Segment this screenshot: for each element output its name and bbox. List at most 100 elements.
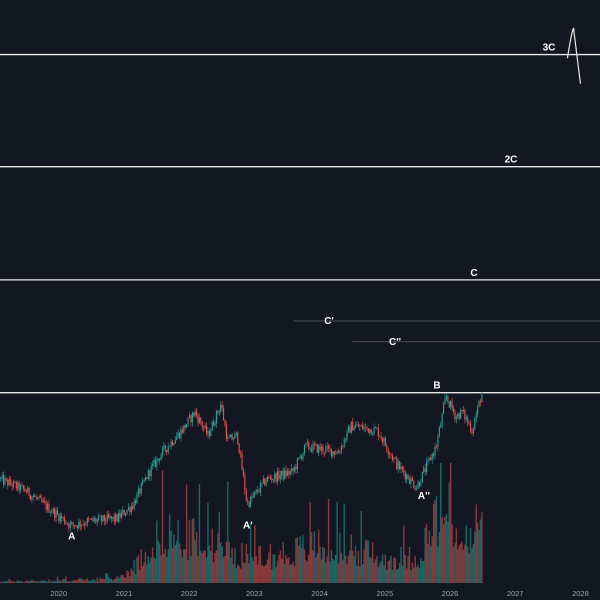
volume-bar	[431, 536, 433, 583]
volume-bar	[340, 552, 343, 583]
volume-bar	[160, 555, 162, 583]
volume-bar	[249, 523, 252, 583]
volume-bar	[56, 576, 59, 583]
volume-bar	[293, 566, 296, 583]
volume-bar	[79, 578, 81, 583]
volume-bar	[350, 534, 353, 583]
candle-body	[193, 412, 195, 416]
candle-body	[425, 461, 428, 473]
volume-bar	[364, 539, 367, 583]
candle-body	[180, 429, 182, 439]
candle-body	[56, 510, 59, 515]
volume-bar	[371, 542, 374, 583]
volume-bar	[212, 562, 215, 583]
candle-body	[454, 411, 456, 420]
volume-bar	[114, 578, 117, 583]
candle-body	[99, 515, 101, 517]
volume-bar	[113, 579, 115, 583]
volume-bar	[367, 540, 370, 583]
candle-body	[448, 401, 450, 407]
candle-body	[86, 518, 88, 525]
candle-body	[278, 471, 280, 480]
candle-body	[346, 430, 348, 440]
candle-body	[468, 423, 470, 424]
candle-body	[133, 500, 135, 509]
candle-body	[247, 500, 249, 503]
x-tick-label: 2024	[311, 589, 328, 598]
volume-bar	[300, 548, 303, 583]
candle-body	[65, 523, 67, 525]
candle-body	[129, 507, 131, 513]
candle-body	[10, 479, 12, 485]
candle-body	[208, 431, 210, 437]
candle-body	[284, 470, 286, 479]
x-tick-label: 2026	[442, 589, 459, 598]
volume-bar	[215, 550, 218, 583]
candle-body	[455, 416, 457, 420]
candle-body	[387, 450, 389, 454]
volume-bar	[448, 482, 450, 583]
candle-body	[211, 421, 213, 431]
candle-body	[96, 519, 98, 523]
volume-bar	[302, 535, 304, 583]
volume-bar	[134, 573, 137, 583]
candle-body	[214, 423, 216, 426]
candle-body	[337, 451, 340, 453]
volume-bar	[103, 579, 106, 583]
candle-body	[330, 448, 332, 457]
volume-bar	[428, 530, 431, 583]
candle-body	[328, 445, 330, 449]
volume-bar	[112, 580, 114, 583]
candle-body	[117, 513, 120, 522]
volume-bar	[451, 524, 453, 583]
volume-bar	[323, 548, 326, 583]
volume-bar	[92, 580, 94, 583]
candle-body	[262, 478, 264, 483]
candle-body	[451, 401, 453, 409]
volume-bar	[313, 531, 316, 583]
volume-bar	[322, 547, 324, 583]
volume-bar	[0, 581, 2, 583]
candle-body	[156, 458, 158, 467]
candle-body	[291, 468, 293, 472]
candle-body	[237, 432, 239, 444]
candle-body	[32, 496, 34, 497]
candle-body	[340, 446, 342, 452]
candle-body	[372, 433, 374, 435]
volume-bar	[356, 565, 358, 583]
volume-bar	[140, 549, 142, 583]
volume-bar	[319, 546, 321, 583]
volume-bar	[180, 549, 182, 583]
candle-body	[190, 415, 192, 423]
volume-bar	[377, 566, 379, 583]
volume-bar	[405, 568, 408, 583]
candle-body	[440, 424, 442, 428]
candle-body	[380, 436, 382, 439]
candle-body	[427, 459, 429, 462]
volume-bar	[99, 577, 101, 583]
candle-body	[82, 524, 84, 525]
candle-body	[73, 525, 76, 527]
volume-bar	[150, 557, 152, 583]
volume-bar	[18, 581, 20, 583]
candle-body	[275, 473, 277, 482]
volume-bar	[444, 516, 446, 583]
volume-bar	[59, 580, 62, 583]
candle-body	[95, 518, 97, 523]
volume-bar	[435, 496, 438, 583]
volume-bar	[116, 575, 118, 583]
volume-bar	[153, 557, 155, 583]
level-label-3C: 3C	[543, 43, 556, 54]
candle-body	[252, 495, 254, 498]
volume-bar	[2, 581, 5, 583]
volume-bar	[410, 570, 412, 583]
candle-body	[100, 516, 103, 522]
volume-bar	[36, 581, 39, 583]
volume-bar	[5, 581, 8, 583]
candle-body	[18, 482, 20, 491]
candle-body	[255, 489, 257, 492]
candle-body	[383, 438, 385, 443]
volume-bar	[459, 543, 462, 583]
volume-bar	[197, 555, 199, 583]
